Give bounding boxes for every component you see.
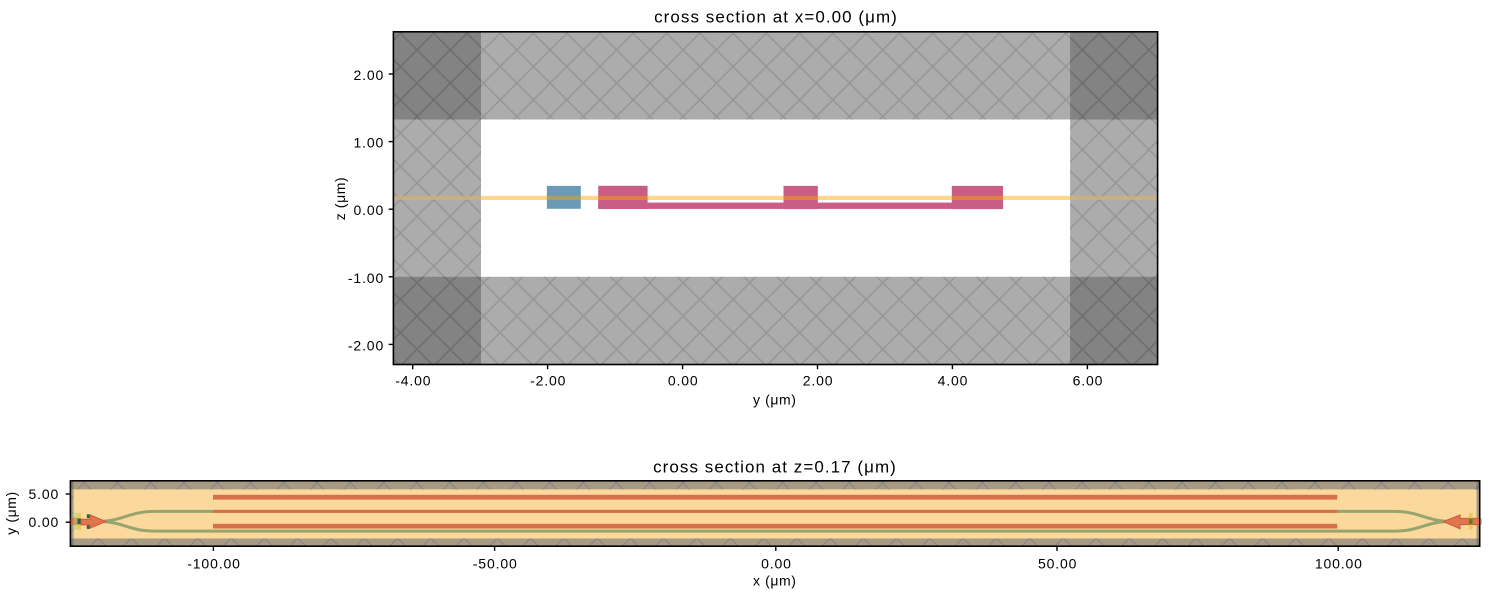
svg-text:-2.00: -2.00 — [530, 372, 566, 388]
svg-text:cross section at x=0.00 (μm): cross section at x=0.00 (μm) — [654, 8, 898, 27]
svg-text:cross section at z=0.17 (μm): cross section at z=0.17 (μm) — [653, 458, 897, 477]
svg-text:0.00: 0.00 — [28, 514, 59, 530]
svg-text:0.00: 0.00 — [353, 202, 384, 218]
svg-text:z (μm): z (μm) — [332, 177, 348, 221]
svg-text:-100.00: -100.00 — [187, 555, 240, 571]
svg-text:4.00: 4.00 — [938, 372, 969, 388]
svg-text:2.00: 2.00 — [803, 372, 834, 388]
svg-text:y (μm): y (μm) — [3, 491, 19, 535]
svg-text:1.00: 1.00 — [353, 135, 384, 151]
svg-text:-4.00: -4.00 — [395, 372, 431, 388]
svg-text:0.00: 0.00 — [761, 555, 792, 571]
svg-text:50.00: 50.00 — [1038, 555, 1077, 571]
svg-text:2.00: 2.00 — [353, 67, 384, 83]
svg-text:-50.00: -50.00 — [473, 555, 518, 571]
svg-text:100.00: 100.00 — [1315, 555, 1363, 571]
svg-text:5.00: 5.00 — [28, 486, 59, 502]
svg-text:-2.00: -2.00 — [348, 337, 384, 353]
svg-text:y (μm): y (μm) — [753, 391, 797, 407]
svg-text:-1.00: -1.00 — [348, 270, 384, 286]
svg-text:x (μm): x (μm) — [753, 572, 797, 588]
svg-text:6.00: 6.00 — [1073, 372, 1104, 388]
svg-text:0.00: 0.00 — [668, 372, 699, 388]
